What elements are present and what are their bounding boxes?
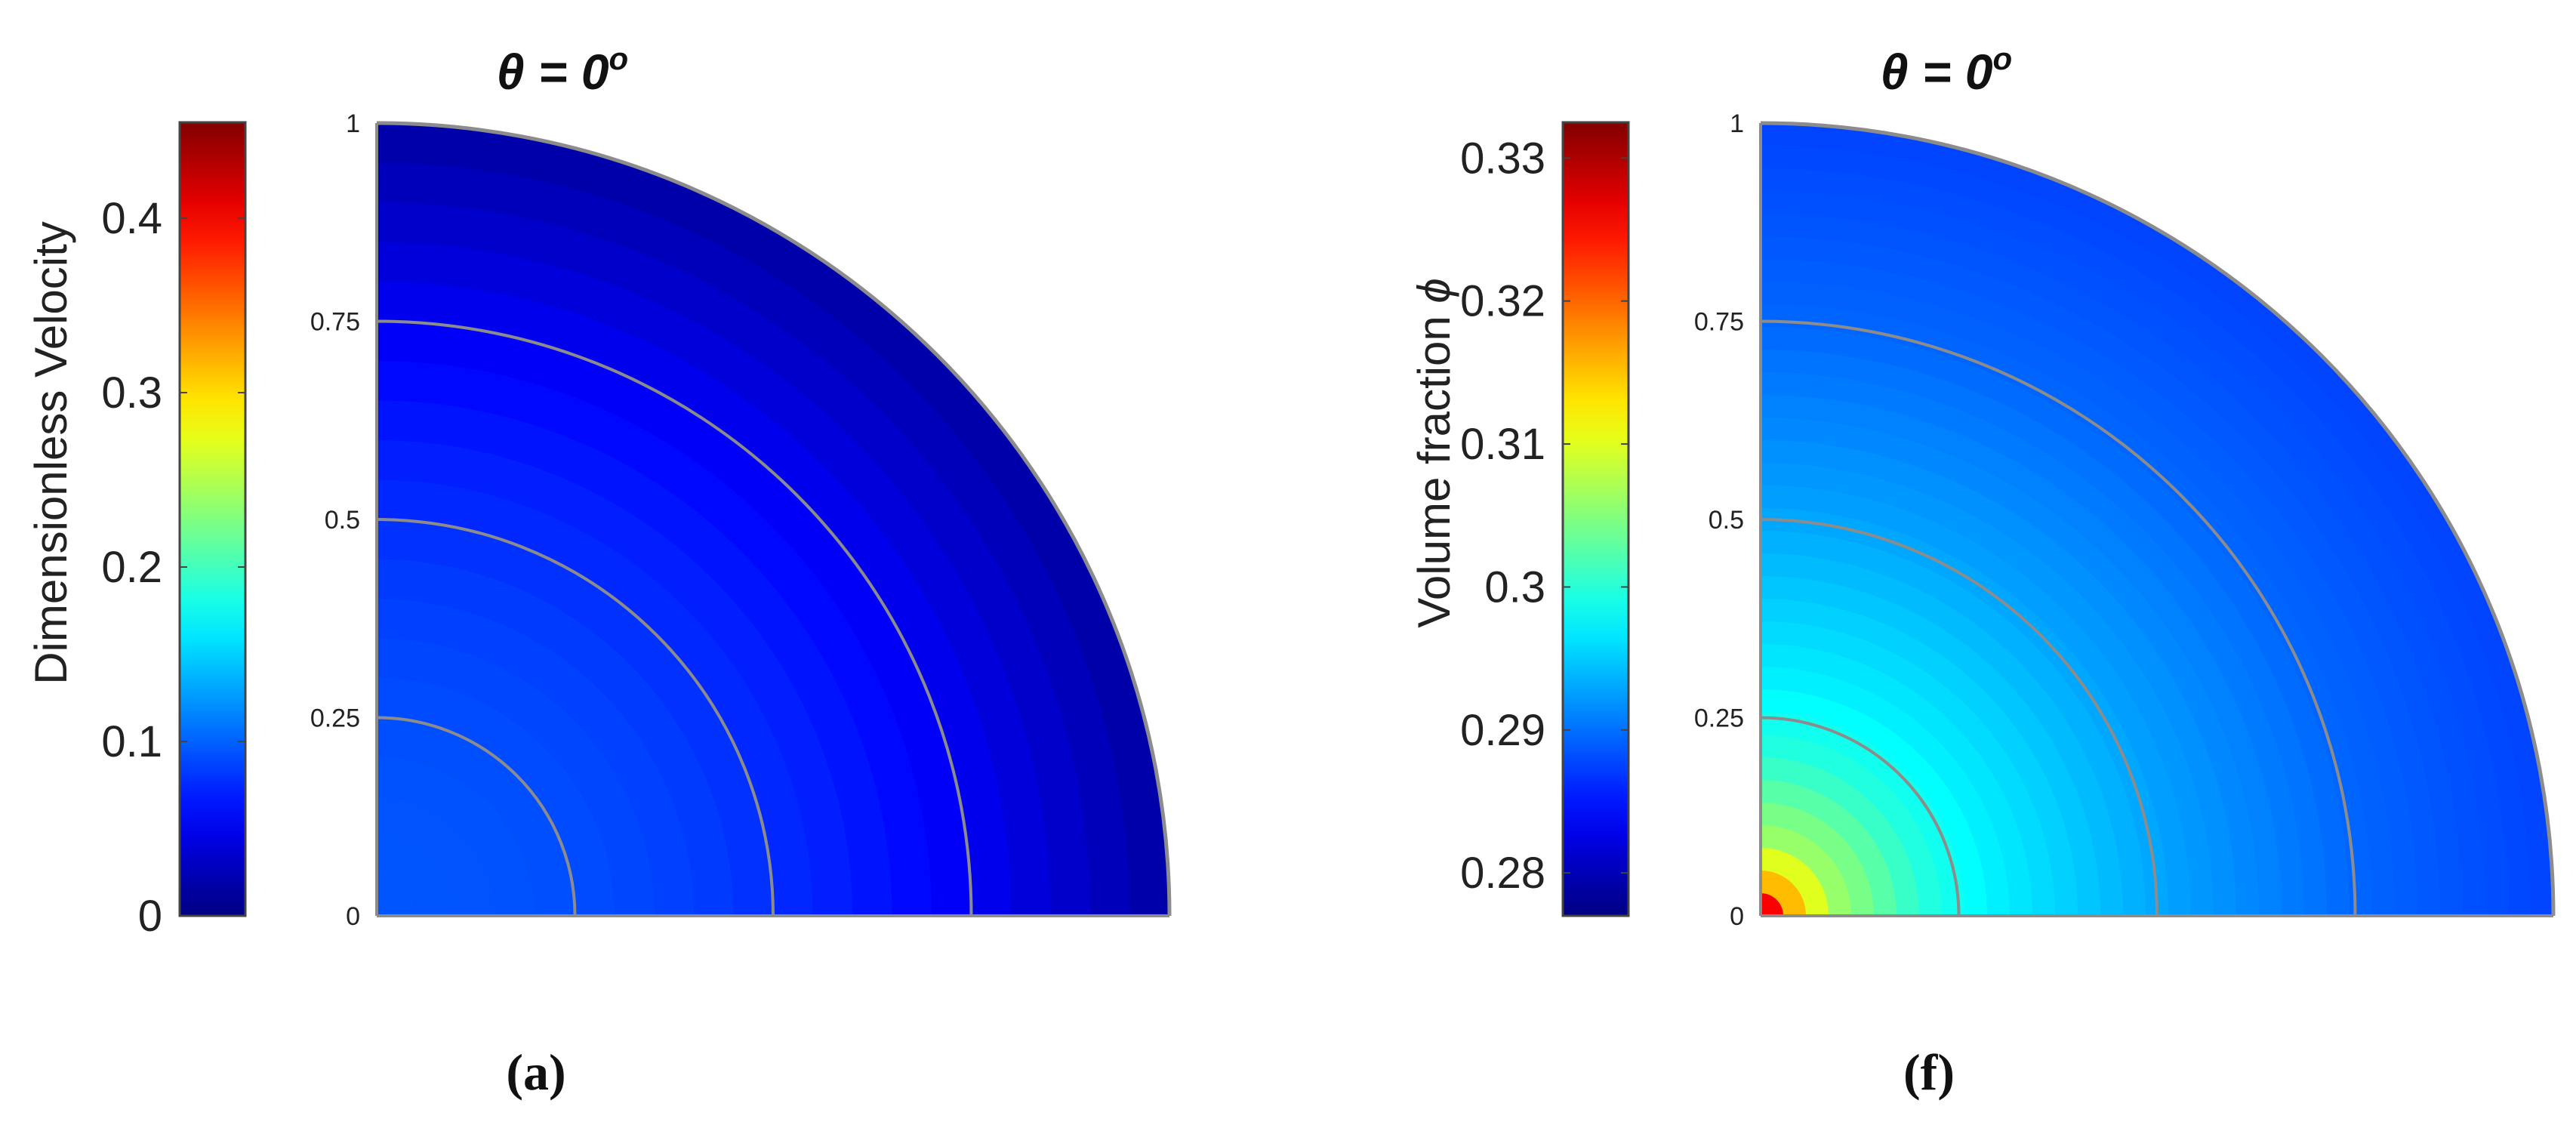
radial-tick-label: 0.75: [310, 308, 360, 337]
radial-tick-label: 0.25: [1694, 704, 1744, 733]
panel-a: θ = 0o 0 0.25 0.5 0.75 1 0 0.1 0.2 0.3 0.4 Dimen…: [26, 41, 1172, 1101]
colorbar-tick-label: 0.2: [101, 543, 162, 592]
panel-a-title: θ = 0o: [497, 41, 628, 100]
panel-a-colorbar: [178, 121, 247, 917]
panel-f-contour-bands: [1761, 123, 2553, 916]
colorbar-gradient: [178, 121, 247, 917]
radial-tick-label: 1: [1730, 109, 1744, 138]
radial-tick-label: 0.5: [1709, 506, 1744, 535]
panel-a-colorbar-label: Dimensionless Velocity: [26, 221, 76, 685]
panel-f-colorbar-label: Volume fraction ϕ: [1409, 278, 1459, 628]
panel-f: θ = 0o 0 0.25 0.5 0.75 1 0.28 0.29 0.3 0.31 0.32…: [1409, 41, 2556, 1101]
panel-f-radial-ticks: 0 0.25 0.5 0.75 1: [1694, 109, 1744, 931]
panel-a-radial-grid: [375, 121, 1172, 917]
radial-grid-arc: [1760, 518, 2158, 917]
colorbar-tick-label: 0.32: [1460, 277, 1545, 326]
contour-band: [1761, 893, 1783, 916]
colorbar-tick-label: 0.3: [101, 368, 162, 418]
radial-grid-arc: [1760, 716, 1961, 917]
radial-grid-arc: [1760, 121, 2556, 917]
radial-tick-label: 0.75: [1694, 308, 1744, 337]
panel-f-colorbar-ticks: 0.28 0.29 0.3 0.31 0.32 0.33: [1460, 134, 1628, 898]
colorbar-gradient: [1561, 121, 1630, 917]
radial-grid-arc: [1760, 319, 2357, 917]
panel-a-colorbar-ticks: 0 0.1 0.2 0.3 0.4: [101, 194, 245, 941]
panel-a-radial-ticks: 0 0.25 0.5 0.75 1: [310, 109, 360, 931]
colorbar-tick-label: 0.33: [1460, 134, 1545, 183]
panel-f-label: (f): [1903, 1043, 1955, 1101]
colorbar-tick-label: 0.1: [101, 717, 162, 766]
colorbar-tick-label: 0.3: [1484, 562, 1545, 612]
colorbar-tick-label: 0.28: [1460, 849, 1545, 898]
radial-grid-arc: [376, 716, 577, 917]
colorbar-tick-label: 0: [138, 892, 162, 941]
radial-grid-arc: [376, 518, 775, 917]
radial-grid-arc: [376, 319, 973, 917]
radial-tick-label: 0: [1730, 902, 1744, 931]
radial-tick-label: 0: [346, 902, 360, 931]
radial-grid-arc: [376, 121, 1172, 917]
panel-f-title: θ = 0o: [1881, 41, 2012, 100]
radial-tick-label: 0.5: [325, 506, 360, 535]
colorbar-tick-label: 0.31: [1460, 420, 1545, 469]
radial-tick-label: 1: [346, 109, 360, 138]
radial-tick-label: 0.25: [310, 704, 360, 733]
panel-f-colorbar: [1561, 121, 1630, 917]
colorbar-tick-label: 0.29: [1460, 706, 1545, 755]
panel-a-contour-bands: [377, 123, 1169, 916]
colorbar-tick-label: 0.4: [101, 194, 162, 243]
panel-f-radial-grid: [1759, 121, 2556, 917]
contour-band: [377, 876, 417, 916]
panel-a-label: (a): [506, 1043, 565, 1101]
